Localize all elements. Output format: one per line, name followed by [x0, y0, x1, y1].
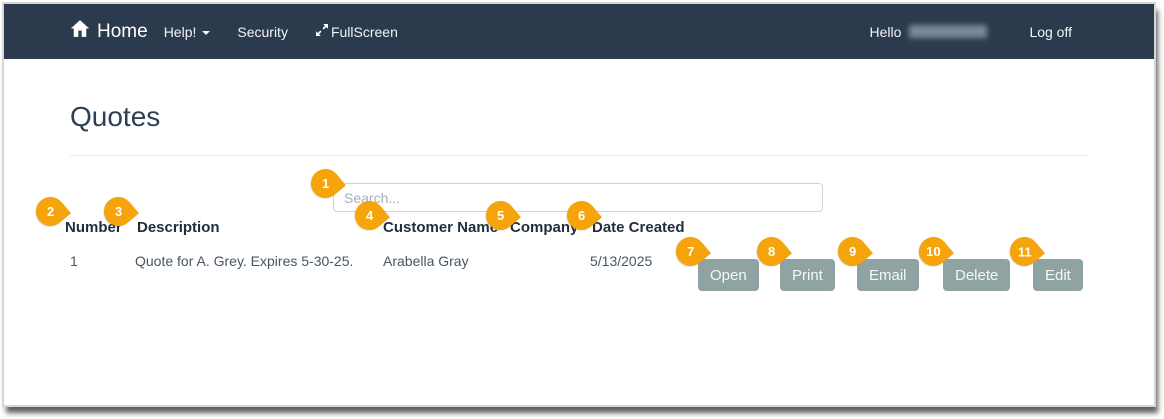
divider [70, 155, 1088, 156]
page-title: Quotes [70, 101, 161, 132]
nav-right: Hello Log off [870, 24, 1072, 40]
search-input[interactable] [333, 183, 823, 212]
nav-item-fullscreen[interactable]: FullScreen [315, 23, 398, 40]
home-icon [70, 19, 90, 44]
col-header-description: Description [137, 219, 220, 236]
col-header-company: Company [510, 219, 579, 236]
col-header-number: Number [65, 219, 122, 236]
nav-item-security[interactable]: Security [237, 24, 288, 40]
open-button[interactable]: Open [698, 259, 759, 291]
chevron-down-icon [202, 30, 211, 35]
username-redacted [909, 25, 988, 38]
cell-customer-name: Arabella Gray [383, 253, 469, 269]
greeting: Hello [870, 24, 988, 40]
cell-number: 1 [70, 253, 78, 269]
nav-item-help[interactable]: Help! [164, 24, 211, 40]
edit-button[interactable]: Edit [1033, 259, 1083, 291]
delete-button[interactable]: Delete [943, 259, 1011, 291]
nav-links: Help! Security FullScreen [164, 23, 398, 40]
fullscreen-icon [315, 23, 329, 40]
col-header-date-created: Date Created [592, 219, 685, 236]
app-window: Home Help! Security Fu [2, 2, 1156, 407]
email-button[interactable]: Email [857, 259, 919, 291]
nav-item-security-label: Security [237, 23, 288, 40]
greeting-label: Hello [869, 23, 902, 40]
nav-brand-label: Home [97, 20, 148, 42]
nav-brand-home[interactable]: Home [70, 19, 148, 44]
nav-item-help-label: Help! [163, 23, 197, 40]
col-header-customer-name: Customer Name [383, 219, 499, 236]
logoff-link[interactable]: Log off [1029, 23, 1072, 40]
cell-description: Quote for A. Grey. Expires 5-30-25. [135, 253, 354, 269]
navbar: Home Help! Security Fu [4, 4, 1154, 59]
cell-date-created: 5/13/2025 [590, 253, 653, 269]
print-button[interactable]: Print [780, 259, 835, 291]
nav-item-fullscreen-label: FullScreen [330, 23, 398, 40]
